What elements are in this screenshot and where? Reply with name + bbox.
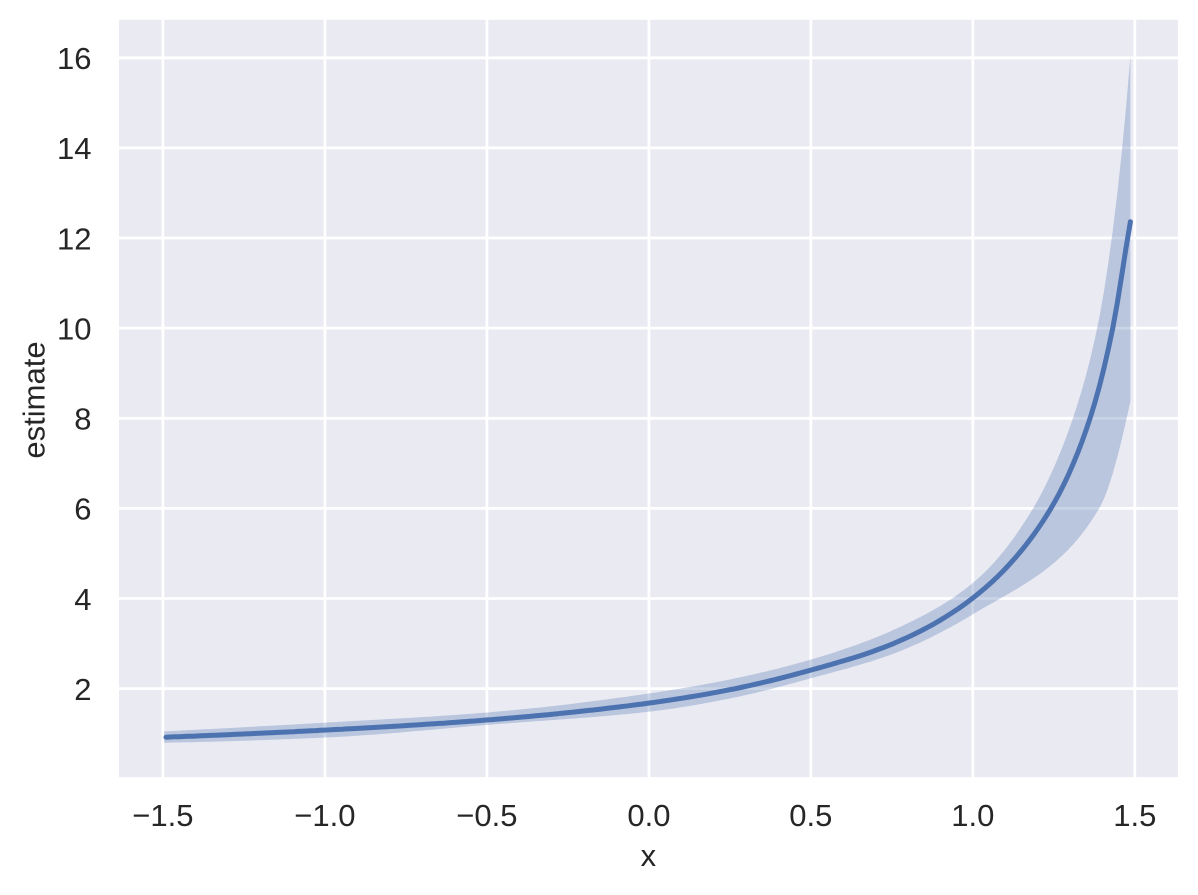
svg-text:0.5: 0.5 [789, 798, 832, 833]
svg-text:1.0: 1.0 [951, 798, 994, 833]
svg-text:8: 8 [74, 402, 91, 437]
svg-text:10: 10 [57, 311, 91, 346]
svg-text:6: 6 [74, 492, 91, 527]
svg-text:14: 14 [57, 131, 91, 166]
svg-text:16: 16 [57, 41, 91, 76]
svg-text:x: x [641, 838, 657, 873]
svg-text:−1.0: −1.0 [294, 798, 355, 833]
svg-text:estimate: estimate [16, 341, 51, 458]
svg-text:1.5: 1.5 [1113, 798, 1156, 833]
svg-text:−0.5: −0.5 [456, 798, 517, 833]
svg-text:12: 12 [57, 221, 91, 256]
svg-text:−1.5: −1.5 [132, 798, 193, 833]
svg-text:0.0: 0.0 [627, 798, 670, 833]
svg-text:4: 4 [74, 582, 91, 617]
svg-text:2: 2 [74, 672, 91, 707]
